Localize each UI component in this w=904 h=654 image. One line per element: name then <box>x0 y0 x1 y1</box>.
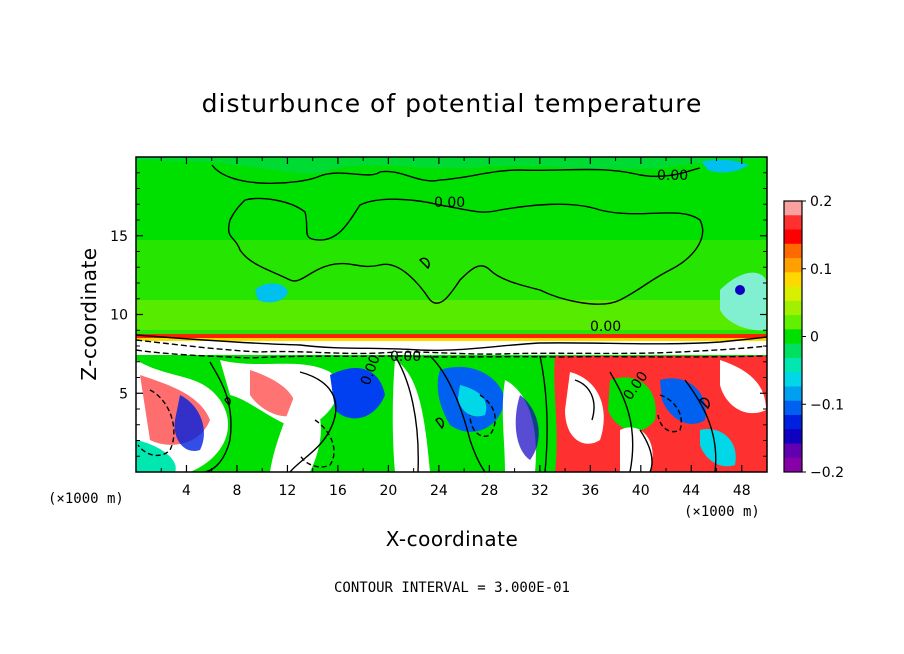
colorbar-swatch <box>784 443 802 459</box>
y-tick-label: 15 <box>110 229 128 245</box>
colorbar-tick-label: 0 <box>810 330 819 346</box>
x-tick-label: 16 <box>329 483 347 499</box>
warm-band <box>136 300 767 330</box>
x-tick-label: 4 <box>182 483 191 499</box>
mixed-warm-4 <box>250 370 296 417</box>
upper-blob <box>136 157 766 174</box>
colorbar-swatch <box>784 300 802 316</box>
cold-spot <box>735 285 745 295</box>
contour-label: 0.00 <box>590 319 621 335</box>
mixed-cold-2 <box>174 395 204 451</box>
colorbar-tick-label: −0.2 <box>810 465 844 481</box>
colorbar: 0.2 0.1 0 −0.1 −0.2 <box>783 194 844 481</box>
colorbar-swatch <box>784 215 802 231</box>
x-tick-label: 8 <box>232 483 241 499</box>
contour-label: 0.00 <box>657 168 688 184</box>
y-tick-label: 5 <box>119 386 128 402</box>
inversion-band <box>136 338 767 341</box>
colorbar-swatch <box>784 429 802 444</box>
x-tick-label: 32 <box>531 483 549 499</box>
mixed-warm-right-2 <box>720 360 766 414</box>
mixed-cold-4 <box>458 385 487 417</box>
colorbar-tick-label: 0.1 <box>810 262 832 278</box>
mixed-cold-5 <box>515 395 539 460</box>
upper-right-patch <box>720 272 766 331</box>
x-axis: 4 8 12 16 20 24 28 32 36 40 44 48 <box>160 157 751 499</box>
mixed-cold-right-2 <box>700 429 736 467</box>
contour-label: 0.00 <box>434 195 465 211</box>
colorbar-swatch <box>784 286 802 302</box>
mixed-cold-1 <box>330 367 385 419</box>
colorbar-swatch <box>784 400 802 416</box>
x-axis-label: X-coordinate <box>386 527 519 551</box>
mixed-plume-1 <box>270 380 321 472</box>
colorbar-tick-label: −0.1 <box>810 397 844 413</box>
y-axis-label: Z-coordinate <box>77 247 101 380</box>
colorbar-swatch <box>784 343 802 359</box>
colorbar-swatch <box>784 201 802 216</box>
x-tick-label: 24 <box>430 483 448 499</box>
contour-interval-note: CONTOUR INTERVAL = 3.000E-01 <box>334 580 570 596</box>
colorbar-swatch <box>784 329 802 345</box>
x-unit-note-left: (×1000 m) <box>48 491 124 507</box>
cold-blob-corner <box>702 159 748 173</box>
colorbar-swatch <box>784 414 802 430</box>
x-tick-label: 44 <box>682 483 700 499</box>
inversion-top-line <box>136 334 767 338</box>
contour-lines <box>136 164 767 472</box>
colorbar-swatch <box>784 372 802 387</box>
colorbar-swatch <box>784 272 802 288</box>
x-unit-note-right: (×1000 m) <box>684 504 760 520</box>
chart-title: disturbunce of potential temperature <box>202 89 703 118</box>
colorbar-tick-label: 0.2 <box>810 194 832 210</box>
colorbar-swatch <box>784 357 802 373</box>
y-axis: 5 10 15 <box>110 172 767 457</box>
colorbar-swatch <box>784 386 802 402</box>
x-tick-label: 12 <box>279 483 297 499</box>
mixed-warm-right-core <box>565 372 604 444</box>
contour-label: 0.00 <box>390 349 421 365</box>
colorbar-swatch <box>784 258 802 273</box>
x-tick-label: 36 <box>581 483 599 499</box>
x-tick-label: 48 <box>733 483 751 499</box>
colorbar-swatch <box>784 457 802 473</box>
y-tick-label: 10 <box>110 308 128 324</box>
x-tick-label: 40 <box>632 483 650 499</box>
mixed-cold-right <box>660 378 706 424</box>
cold-blob-upper <box>255 283 288 303</box>
mixed-plume-2 <box>392 360 430 472</box>
colorbar-swatch <box>784 315 802 330</box>
colorbar-swatch <box>784 229 802 245</box>
heatmap-field: 0.00 0.00 0.00 0.00 0.00 0.00 <box>136 157 767 472</box>
x-tick-label: 20 <box>379 483 397 499</box>
x-tick-label: 28 <box>480 483 498 499</box>
colorbar-swatch <box>784 243 802 259</box>
